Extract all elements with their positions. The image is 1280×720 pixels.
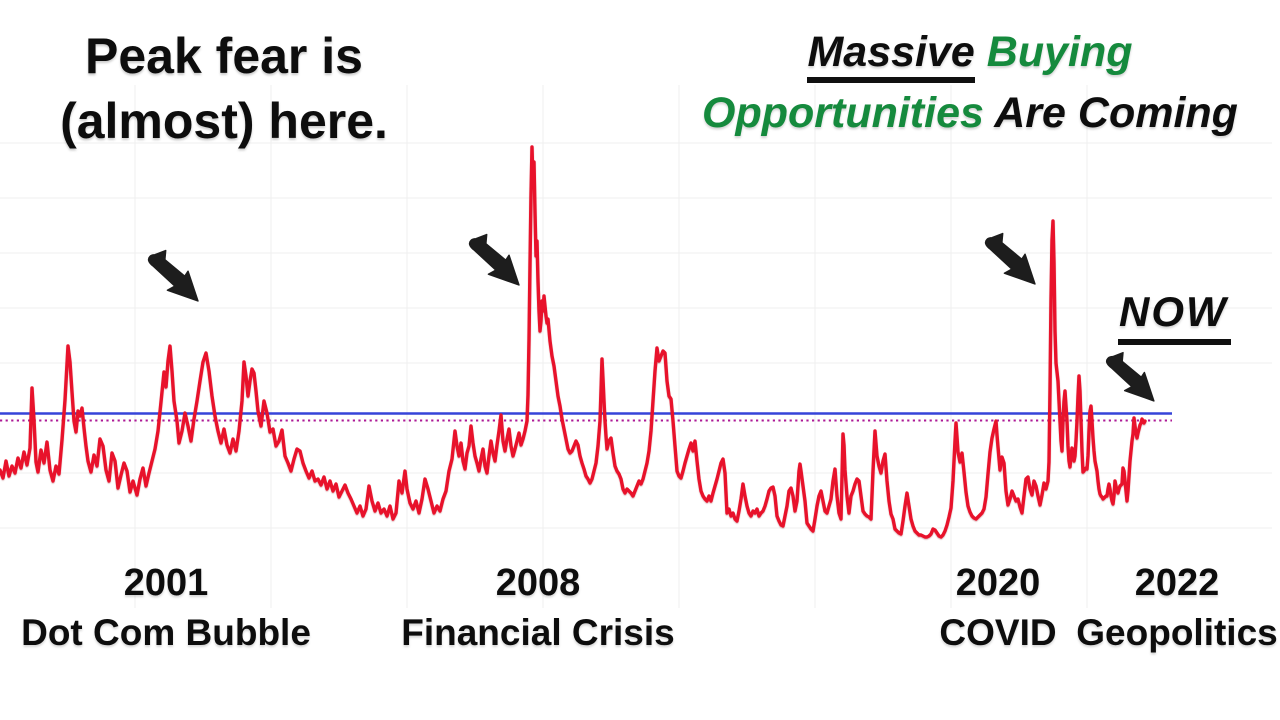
sketch-arrow-2020-icon	[978, 227, 1046, 295]
event-label: Financial Crisis	[401, 611, 675, 653]
headline-right-line2: Opportunities Are Coming	[668, 83, 1272, 144]
headline-right: Massive Buying Opportunities Are Coming	[668, 22, 1272, 144]
year-label: 2020	[955, 562, 1041, 604]
buying-word: Buying	[974, 28, 1133, 76]
x-axis-label-2001: 2001 Dot Com Bubble	[21, 562, 311, 653]
massive-word: Massive	[807, 29, 975, 84]
vix-line-series	[0, 145, 1147, 539]
sketch-arrow-2001-icon	[141, 244, 209, 312]
sketch-arrow-2008-icon	[462, 228, 530, 296]
headline-left-line1: Peak fear is	[85, 28, 363, 84]
x-axis-label-2022: 2022 Geopolitics	[1076, 562, 1277, 653]
opportunities-word: Opportunities	[702, 89, 984, 138]
event-label: Geopolitics	[1076, 611, 1278, 653]
headline-right-line1: Massive Buying	[668, 22, 1272, 84]
year-label: 2022	[1134, 562, 1220, 604]
event-label: Dot Com Bubble	[21, 611, 311, 653]
headline-left: Peak fear is (almost) here.	[28, 24, 420, 154]
now-label: NOW	[1118, 288, 1231, 345]
x-axis-label-2020: 2020 COVID	[939, 562, 1056, 653]
headline-left-line2: (almost) here.	[60, 93, 388, 149]
event-label: COVID	[939, 611, 1057, 653]
sketch-arrow-now-icon	[1099, 346, 1165, 412]
x-axis-label-2008: 2008 Financial Crisis	[401, 562, 675, 653]
year-label: 2001	[123, 562, 209, 604]
chart-gridlines	[0, 85, 1272, 608]
year-label: 2008	[495, 562, 581, 604]
are-coming-word: Are Coming	[983, 89, 1238, 138]
